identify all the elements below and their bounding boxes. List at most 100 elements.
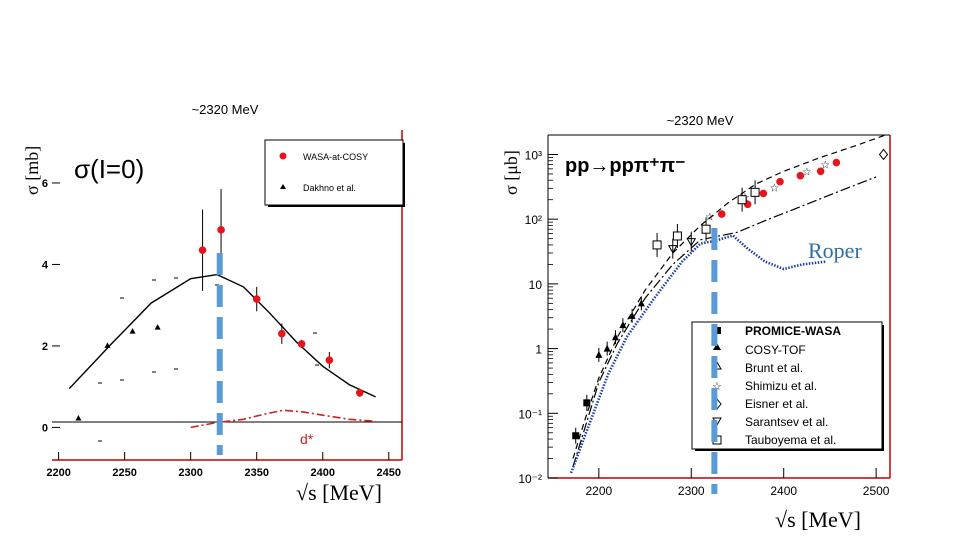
left-point-dakhno bbox=[129, 328, 136, 334]
right-point-tauboyema bbox=[652, 240, 662, 250]
legend-sarantsev-label: Sarantsev et al. bbox=[745, 415, 828, 429]
right-point-wasaatcosy bbox=[776, 177, 784, 186]
left-y-tick-label: 0 bbox=[42, 422, 48, 434]
left-legend-box bbox=[264, 139, 404, 206]
legend-shimizu-label: Shimizu et al. bbox=[745, 379, 817, 393]
right-curves bbox=[569, 134, 886, 474]
right-point-tauboyema bbox=[701, 224, 711, 234]
right-point-cosytof bbox=[595, 350, 603, 358]
left-point-wasa bbox=[252, 295, 261, 303]
right-point-shimizu: ☆ bbox=[770, 182, 780, 194]
right-curve-dashdotmodel bbox=[572, 176, 877, 467]
right-panel: ~2320 MeV σ [μb] pp→ppπ⁺π⁻ 10⁻²10⁻¹11010… bbox=[501, 113, 891, 532]
right-point-wasaatcosy bbox=[759, 189, 768, 198]
left-title: σ(I=0) bbox=[74, 154, 144, 184]
right-point-sarantsev bbox=[686, 238, 697, 247]
right-point-tauboyema bbox=[672, 231, 682, 241]
right-curve-roper bbox=[569, 234, 826, 474]
right-point-cosytof bbox=[603, 344, 611, 352]
left-x-tick-label: 2250 bbox=[112, 467, 136, 479]
legend-tauboyema-label: Tauboyema et al. bbox=[745, 433, 836, 447]
legend-dakhno-marker bbox=[280, 184, 286, 189]
left-x-tick-label: 2350 bbox=[244, 467, 268, 479]
legend-wasa-marker bbox=[279, 152, 287, 160]
right-energy-note: ~2320 MeV bbox=[667, 113, 734, 128]
left-x-tick-label: 2450 bbox=[377, 467, 401, 479]
right-x-tick-label: 2200 bbox=[585, 484, 612, 498]
left-point-dakhno bbox=[75, 414, 82, 421]
left-energy-note: ~2320 MeV bbox=[192, 102, 259, 117]
right-legend: PROMICE-WASA COSY-TOF Brunt et al. ☆ Shi… bbox=[691, 321, 884, 451]
left-legend: WASA-at-COSY Dakhno et al. bbox=[264, 139, 405, 207]
left-curve-fit bbox=[68, 273, 376, 398]
right-title: pp→ppπ⁺π⁻ bbox=[565, 155, 686, 177]
right-point-wasaatcosy bbox=[816, 167, 825, 176]
right-point-wasaatcosy bbox=[796, 171, 805, 180]
left-y-tick-label: 2 bbox=[42, 341, 48, 353]
legend-shimizu-marker: ☆ bbox=[712, 381, 722, 393]
right-point-promicewasa bbox=[583, 399, 591, 407]
left-ylabel: σ [mb] bbox=[22, 146, 42, 195]
right-x-tick-label: 2400 bbox=[770, 484, 797, 498]
left-dstar-label: d* bbox=[300, 431, 314, 447]
legend-wasa-label: WASA-at-COSY bbox=[303, 152, 368, 162]
right-point-eisner bbox=[878, 148, 889, 161]
legend-cosytof-label: COSY-TOF bbox=[745, 343, 806, 357]
left-point-wasa bbox=[217, 226, 225, 234]
left-y-tick-label: 6 bbox=[42, 178, 48, 190]
right-point-promicewasa bbox=[572, 432, 580, 440]
right-point-shimizu: ☆ bbox=[802, 166, 812, 178]
right-y-tick-label: 10³ bbox=[525, 148, 542, 162]
left-point-wasa bbox=[297, 340, 306, 348]
right-roper-label: Roper bbox=[808, 238, 862, 263]
left-point-wasa bbox=[278, 329, 286, 338]
left-panel: ~2320 MeV σ [mb] σ(I=0) WASA-at-COSY Dak… bbox=[22, 102, 405, 505]
left-point-dakhno bbox=[154, 324, 161, 330]
left-point-wasa bbox=[355, 388, 364, 397]
right-x-ticks: 2200 2300 2400 2500 bbox=[585, 468, 890, 498]
right-point-shimizu: ☆ bbox=[820, 160, 830, 172]
legend-eisner-label: Eisner et al. bbox=[745, 397, 808, 411]
right-point-tauboyema bbox=[737, 195, 747, 205]
left-x-tick-label: 2200 bbox=[46, 467, 70, 479]
right-point-tauboyema bbox=[750, 187, 760, 197]
right-point-shimizu: ☆ bbox=[705, 212, 715, 224]
right-point-cosytof bbox=[637, 299, 645, 307]
legend-cosytof-marker bbox=[713, 343, 721, 350]
right-x-tick-label: 2300 bbox=[678, 484, 705, 498]
right-point-cosytof bbox=[628, 311, 636, 319]
right-point-wasaatcosy bbox=[717, 210, 726, 218]
left-point-wasa bbox=[198, 246, 207, 254]
right-y-tick-label: 10⁻² bbox=[518, 472, 542, 486]
right-xlabel: √s [MeV] bbox=[775, 507, 861, 532]
right-y-tick-label: 10² bbox=[525, 213, 542, 227]
right-y-tick-label: 10 bbox=[529, 278, 543, 292]
right-point-wasaatcosy bbox=[832, 158, 841, 167]
right-x-tick-label: 2500 bbox=[863, 484, 890, 498]
left-point-dakhno bbox=[104, 342, 111, 348]
right-y-ticks: 10⁻² 10⁻¹ 1 10 10² 10³ bbox=[518, 148, 558, 486]
left-y-tick-label: 4 bbox=[42, 259, 49, 271]
right-point-cosytof bbox=[619, 321, 627, 329]
right-point-cosytof bbox=[611, 333, 619, 341]
left-x-tick-label: 2300 bbox=[178, 467, 202, 479]
left-points bbox=[75, 189, 364, 421]
right-points: ☆ ☆ ☆ ☆ ☆ bbox=[572, 148, 889, 444]
right-curve-dashedmodel bbox=[572, 134, 886, 459]
left-y-ticks: 0 2 4 6 bbox=[42, 178, 60, 434]
left-curve-d bbox=[190, 409, 376, 429]
legend-brunt-label: Brunt et al. bbox=[745, 361, 803, 375]
legend-promice-label: PROMICE-WASA bbox=[745, 324, 841, 338]
right-y-tick-label: 10⁻¹ bbox=[518, 407, 542, 421]
right-ylabel: σ [μb] bbox=[501, 150, 521, 195]
left-point-wasa bbox=[325, 356, 334, 364]
left-xlabel: √s [MeV] bbox=[296, 480, 382, 505]
left-x-ticks: 2200 2250 2300 2350 2400 2450 bbox=[46, 452, 401, 479]
right-y-tick-label: 1 bbox=[535, 343, 542, 357]
legend-promice-marker bbox=[714, 327, 721, 334]
left-x-tick-label: 2400 bbox=[311, 467, 335, 479]
legend-dakhno-label: Dakhno et al. bbox=[303, 183, 356, 193]
left-curves bbox=[68, 273, 376, 429]
right-point-sarantsev bbox=[667, 245, 678, 254]
